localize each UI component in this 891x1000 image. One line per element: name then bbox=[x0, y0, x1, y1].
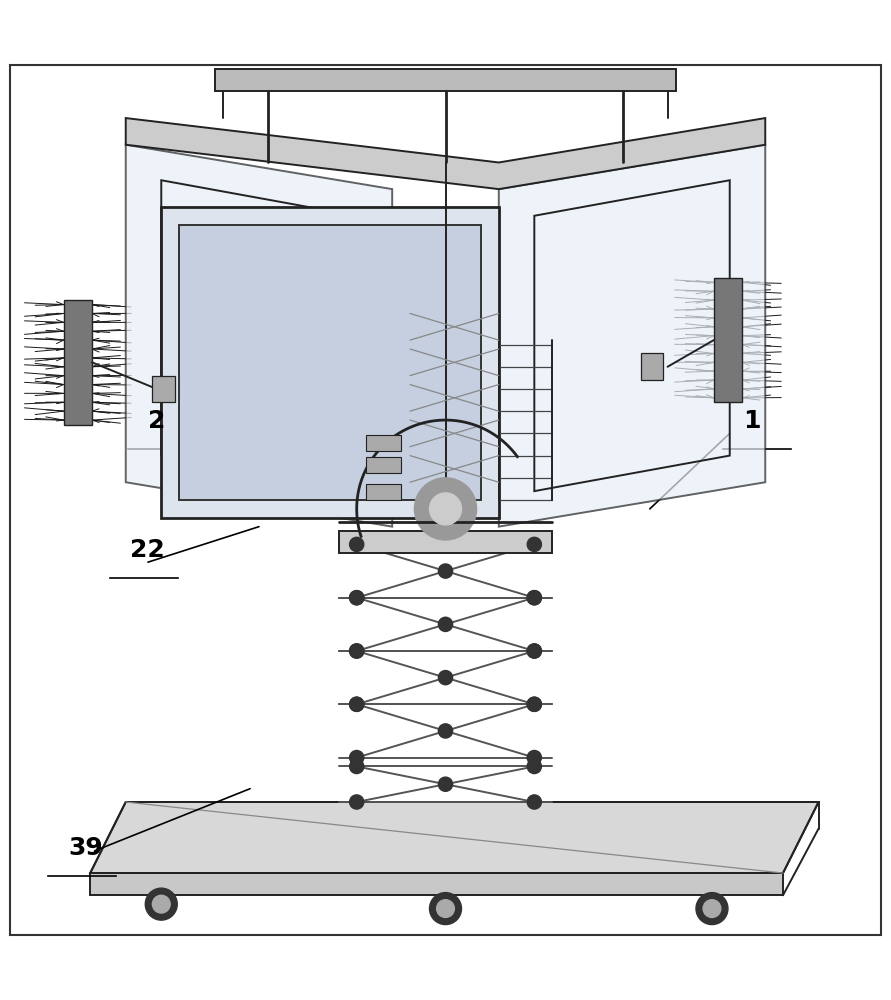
Circle shape bbox=[527, 537, 542, 552]
Polygon shape bbox=[126, 145, 392, 527]
Circle shape bbox=[438, 617, 453, 631]
Circle shape bbox=[349, 795, 364, 809]
Circle shape bbox=[349, 697, 364, 711]
Bar bbox=[339, 531, 552, 553]
Circle shape bbox=[429, 493, 462, 525]
Text: 1: 1 bbox=[743, 409, 761, 433]
Circle shape bbox=[527, 644, 542, 658]
Polygon shape bbox=[179, 225, 481, 500]
Circle shape bbox=[527, 697, 542, 711]
Text: 22: 22 bbox=[130, 538, 165, 562]
Bar bbox=[63, 300, 92, 425]
Bar bbox=[365, 484, 401, 500]
Circle shape bbox=[349, 697, 364, 711]
Bar bbox=[641, 353, 663, 380]
Circle shape bbox=[527, 759, 542, 774]
Circle shape bbox=[438, 671, 453, 685]
Polygon shape bbox=[499, 145, 765, 527]
Text: 39: 39 bbox=[68, 836, 102, 860]
Polygon shape bbox=[90, 873, 783, 895]
Polygon shape bbox=[161, 207, 499, 518]
Circle shape bbox=[527, 644, 542, 658]
Polygon shape bbox=[90, 802, 819, 873]
Circle shape bbox=[349, 591, 364, 605]
Circle shape bbox=[349, 537, 364, 552]
Circle shape bbox=[438, 777, 453, 791]
Circle shape bbox=[527, 750, 542, 765]
Circle shape bbox=[438, 724, 453, 738]
Bar bbox=[365, 457, 401, 473]
Circle shape bbox=[414, 478, 477, 540]
Circle shape bbox=[152, 895, 170, 913]
Circle shape bbox=[145, 888, 177, 920]
Circle shape bbox=[349, 759, 364, 774]
Circle shape bbox=[349, 644, 364, 658]
Bar bbox=[152, 376, 175, 402]
Circle shape bbox=[438, 564, 453, 578]
Circle shape bbox=[349, 644, 364, 658]
Circle shape bbox=[703, 900, 721, 917]
Bar bbox=[714, 278, 742, 402]
Circle shape bbox=[429, 893, 462, 925]
Circle shape bbox=[527, 697, 542, 711]
Bar bbox=[215, 69, 676, 91]
Text: 2: 2 bbox=[148, 409, 166, 433]
Polygon shape bbox=[126, 118, 765, 189]
Circle shape bbox=[349, 750, 364, 765]
Circle shape bbox=[349, 591, 364, 605]
Circle shape bbox=[527, 795, 542, 809]
Circle shape bbox=[696, 893, 728, 925]
Bar bbox=[365, 435, 401, 451]
Circle shape bbox=[527, 591, 542, 605]
Circle shape bbox=[527, 591, 542, 605]
Circle shape bbox=[437, 900, 454, 917]
